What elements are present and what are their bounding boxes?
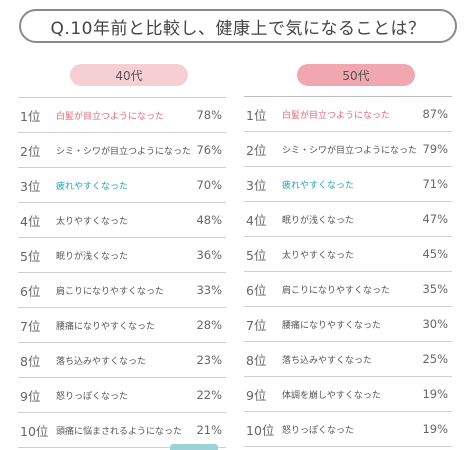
ranking-table-40s: 1位 白髪が目立つようになった 78% 2位 シミ・シワが目立つようになった 76% 3位 疲… [18,97,226,448]
table-row: 6位 肩こりになりやすくなった 35% [244,271,452,306]
rank-label: 5位 [20,248,41,264]
rank-label: 2位 [246,142,267,158]
item-label: 腰痛になりやすくなった [282,320,382,331]
rank-label: 2位 [20,143,41,159]
item-label: 疲れやすくなった [56,181,129,192]
table-row: 7位 腰痛になりやすくなった 30% [244,306,452,341]
rank-label: 10位 [20,423,49,439]
ranking-table-50s: 1位 白髪が目立つようになった 87% 2位 シミ・シワが目立つようになった 79% 3位 疲… [244,96,452,447]
table-row: 10位 怒りっぽくなった 19% [244,411,452,447]
rank-label: 10位 [246,422,275,438]
item-label: 体調を崩しやすくなった [282,390,381,401]
table-row: 8位 落ち込みやすくなった 25% [244,341,452,376]
rank-label: 5位 [246,247,267,263]
percentage-value: 21% [196,423,222,437]
item-label: 怒りっぽくなった [282,425,355,436]
rank-label: 8位 [246,352,267,368]
item-label: 眠りが浅くなった [282,215,355,226]
item-label: 肩こりになりやすくなった [282,285,391,296]
table-row: 3位 疲れやすくなった 70% [18,167,226,202]
item-label: シミ・シワが目立つようになった [282,145,418,156]
rank-label: 7位 [246,317,267,333]
item-label: 太りやすくなった [56,216,129,227]
table-row: 2位 シミ・シワが目立つようになった 79% [244,131,452,166]
percentage-value: 79% [422,142,448,156]
percentage-value: 35% [422,282,448,296]
table-row: 10位 頭痛に悩まされるようになった 21% [18,412,226,448]
percentage-value: 76% [196,143,222,157]
rank-label: 7位 [20,318,41,334]
table-row: 4位 太りやすくなった 48% [18,202,226,237]
rank-label: 9位 [246,387,267,403]
item-label: 疲れやすくなった [282,180,355,191]
rank-label: 4位 [20,213,41,229]
item-label: 白髪が目立つようになった [282,110,391,121]
percentage-value: 78% [196,108,222,122]
percentage-value: 25% [422,352,448,366]
rank-label: 8位 [20,353,41,369]
table-row: 2位 シミ・シワが目立つようになった 76% [18,132,226,167]
table-row: 6位 肩こりになりやすくなった 33% [18,272,226,307]
rank-label: 1位 [246,107,267,123]
rank-label: 1位 [20,108,41,124]
percentage-value: 30% [422,317,448,331]
rank-label: 6位 [20,283,41,299]
percentage-value: 28% [196,318,222,332]
percentage-value: 19% [422,422,448,436]
age-pill-50s: 50代 [297,64,415,86]
table-row: 7位 腰痛になりやすくなった 28% [18,307,226,342]
question-box: Q.10年前と比較し、健康上で気になることは？ [19,9,457,43]
percentage-value: 45% [422,247,448,261]
percentage-value: 71% [422,177,448,191]
table-row: 9位 体調を崩しやすくなった 19% [244,376,452,411]
table-row: 3位 疲れやすくなった 71% [244,166,452,201]
table-row: 9位 怒りっぽくなった 22% [18,377,226,412]
table-row: 1位 白髪が目立つようになった 78% [18,97,226,132]
item-label: 白髪が目立つようになった [56,111,165,122]
rank-label: 9位 [20,388,41,404]
item-label: 眠りが浅くなった [56,251,129,262]
table-row: 5位 眠りが浅くなった 36% [18,237,226,272]
table-row: 4位 眠りが浅くなった 47% [244,201,452,236]
percentage-value: 48% [196,213,222,227]
percentage-value: 47% [422,212,448,226]
percentage-value: 22% [196,388,222,402]
rank-label: 6位 [246,282,267,298]
item-label: 落ち込みやすくなった [282,355,373,366]
item-label: シミ・シワが目立つようになった [56,146,192,157]
rank-label: 4位 [246,212,267,228]
percentage-value: 70% [196,178,222,192]
table-row: 8位 落ち込みやすくなった 23% [18,342,226,377]
percentage-value: 19% [422,387,448,401]
item-label: 怒りっぽくなった [56,391,129,402]
percentage-value: 23% [196,353,222,367]
table-row: 1位 白髪が目立つようになった 87% [244,96,452,131]
rank-label: 3位 [246,177,267,193]
question-title: Q.10年前と比較し、健康上で気になることは？ [50,18,426,39]
item-label: 太りやすくなった [282,250,355,261]
item-label: 頭痛に悩まされるようになった [56,426,183,437]
decorative-bar [170,444,218,450]
item-label: 肩こりになりやすくなった [56,286,165,297]
age-pill-40s: 40代 [70,64,188,86]
percentage-value: 33% [196,283,222,297]
table-row: 5位 太りやすくなった 45% [244,236,452,271]
item-label: 落ち込みやすくなった [56,356,147,367]
item-label: 腰痛になりやすくなった [56,321,156,332]
rank-label: 3位 [20,178,41,194]
percentage-value: 87% [422,107,448,121]
percentage-value: 36% [196,248,222,262]
